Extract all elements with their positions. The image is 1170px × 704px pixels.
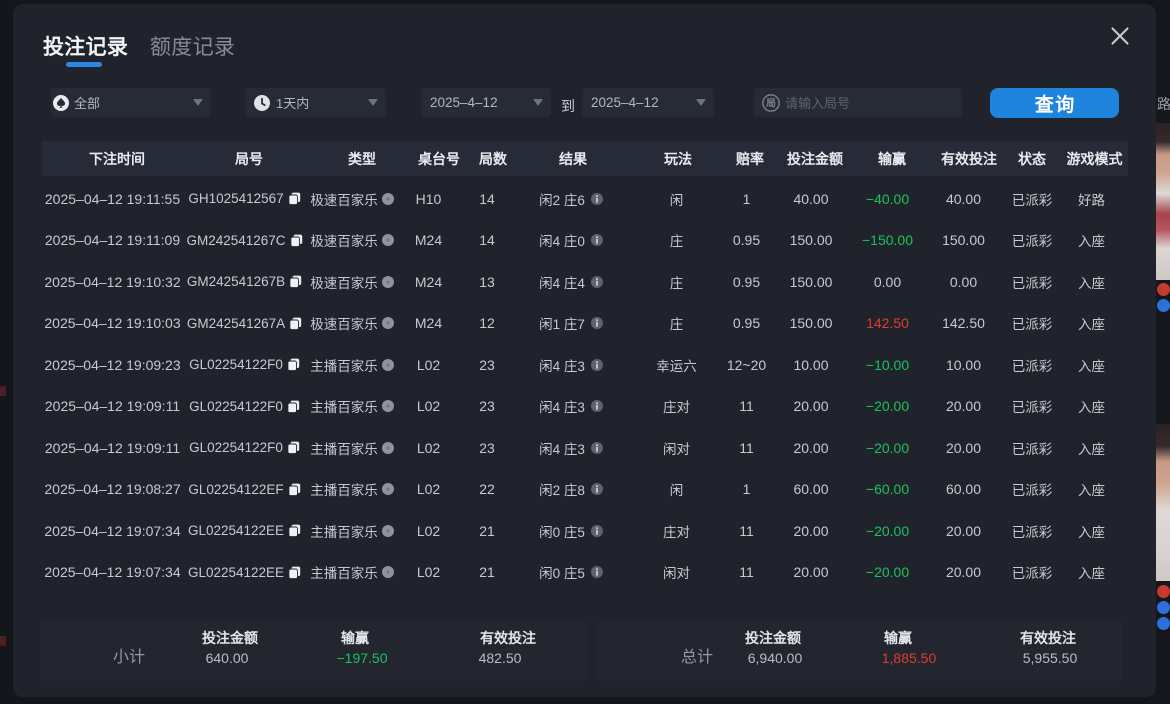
svg-text:局: 局 [765, 97, 776, 109]
